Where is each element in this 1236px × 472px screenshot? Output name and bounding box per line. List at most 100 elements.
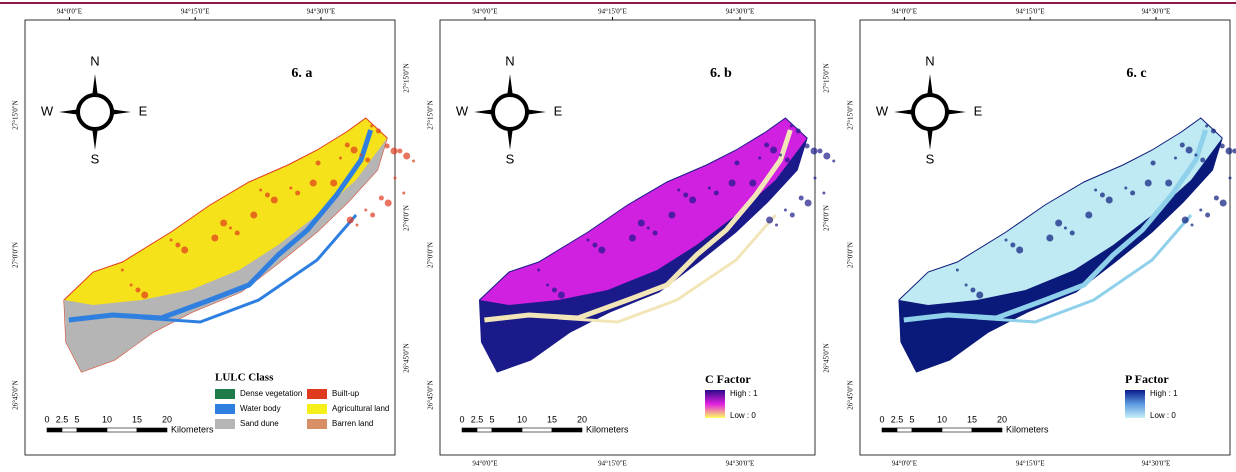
scale-label: 2.5 — [471, 414, 484, 424]
land-patch — [785, 158, 790, 163]
land-patch — [356, 224, 359, 227]
scale-label: 15 — [547, 414, 557, 424]
land-patch — [1064, 227, 1067, 230]
land-patch — [364, 209, 367, 212]
land-patch — [1165, 180, 1172, 187]
land-patch — [1055, 220, 1062, 227]
scale-label: 15 — [132, 414, 142, 424]
land-patch — [1199, 209, 1202, 212]
legend-swatch — [307, 389, 327, 399]
land-patch — [598, 247, 605, 254]
land-patch — [229, 227, 232, 230]
land-patch — [1182, 217, 1189, 224]
bottom-coordinate: 94°30'0"E — [1142, 460, 1171, 468]
legend-ramp — [705, 390, 725, 418]
land-patch — [638, 220, 645, 227]
land-patch — [1211, 129, 1216, 134]
bottom-coordinate: 94°0'0"E — [892, 460, 917, 468]
land-patch — [546, 284, 549, 287]
scale-segment — [137, 428, 167, 432]
land-patch — [811, 148, 818, 155]
land-patch — [552, 288, 557, 293]
scale-label: 10 — [517, 414, 527, 424]
panel-label: 6. a — [291, 66, 312, 81]
land-patch — [397, 149, 402, 154]
land-patch — [683, 193, 688, 198]
land-patch — [1145, 180, 1152, 187]
land-patch — [130, 284, 133, 287]
scale-label: 0 — [459, 414, 464, 424]
land-patch — [653, 231, 658, 236]
land-patch — [758, 157, 761, 160]
land-patch — [121, 269, 124, 272]
land-patch — [211, 235, 218, 242]
legend-swatch — [215, 389, 235, 399]
land-patch — [677, 189, 680, 192]
bottom-coordinate: 94°0'0"E — [472, 460, 497, 468]
land-patch — [339, 157, 342, 160]
compass-letter: E — [974, 103, 983, 118]
top-coordinate: 94°30'0"E — [726, 8, 755, 16]
legend-low: Low : 0 — [730, 411, 756, 420]
scale-label: 15 — [967, 414, 977, 424]
bottom-coordinate: 94°15'0"E — [1016, 460, 1045, 468]
land-patch — [1151, 161, 1156, 166]
land-patch — [175, 243, 180, 248]
land-patch — [1130, 191, 1135, 196]
land-patch — [796, 129, 801, 134]
land-patch — [379, 196, 384, 201]
land-patch — [1220, 200, 1227, 207]
scale-segment — [912, 428, 942, 432]
land-patch — [235, 231, 240, 236]
scale-label: 20 — [162, 414, 172, 424]
scale-label: 20 — [577, 414, 587, 424]
land-patch — [764, 143, 769, 148]
land-patch — [714, 191, 719, 196]
land-patch — [376, 129, 381, 134]
land-patch — [1010, 243, 1015, 248]
legend-high: High : 1 — [730, 389, 758, 398]
bottom-coordinate: 94°15'0"E — [598, 460, 627, 468]
land-patch — [668, 212, 675, 219]
compass-letter: N — [90, 53, 99, 68]
land-patch — [1194, 154, 1197, 157]
top-coordinate: 94°30'0"E — [307, 8, 336, 16]
scale-segment — [462, 428, 477, 432]
land-patch — [956, 269, 959, 272]
right-coordinate: 27°0'0"N — [823, 205, 831, 231]
legend-ramp — [1125, 390, 1145, 418]
scale-label: 5 — [489, 414, 494, 424]
land-patch — [1205, 213, 1210, 218]
land-patch — [689, 197, 696, 204]
scale-segment — [897, 428, 912, 432]
legend-entry: Built-up — [332, 389, 360, 398]
scale-label: 10 — [102, 414, 112, 424]
top-coordinate: 94°0'0"E — [892, 8, 917, 16]
compass-letter: W — [456, 103, 469, 118]
land-patch — [832, 160, 835, 163]
land-patch — [1106, 197, 1113, 204]
scale-segment — [522, 428, 552, 432]
scale-unit: Kilometers — [1006, 424, 1049, 434]
left-coordinate: 27°0'0"N — [847, 242, 855, 268]
land-patch — [181, 247, 188, 254]
scale-segment — [77, 428, 107, 432]
land-patch — [1214, 196, 1219, 201]
compass-ring — [78, 95, 112, 129]
top-coordinate: 94°30'0"E — [1142, 8, 1171, 16]
scale-segment — [62, 428, 77, 432]
land-patch — [647, 227, 650, 230]
scale-label: 5 — [909, 414, 914, 424]
top-coordinate: 94°15'0"E — [1016, 8, 1045, 16]
land-patch — [365, 158, 370, 163]
land-patch — [250, 212, 257, 219]
land-patch — [347, 217, 354, 224]
land-patch — [558, 292, 565, 299]
land-patch — [749, 180, 756, 187]
land-patch — [391, 148, 398, 155]
land-patch — [351, 147, 358, 154]
land-patch — [370, 125, 373, 128]
legend-title: LULC Class — [215, 372, 274, 384]
top-coordinate: 94°0'0"E — [57, 8, 82, 16]
land-patch — [1124, 187, 1127, 190]
